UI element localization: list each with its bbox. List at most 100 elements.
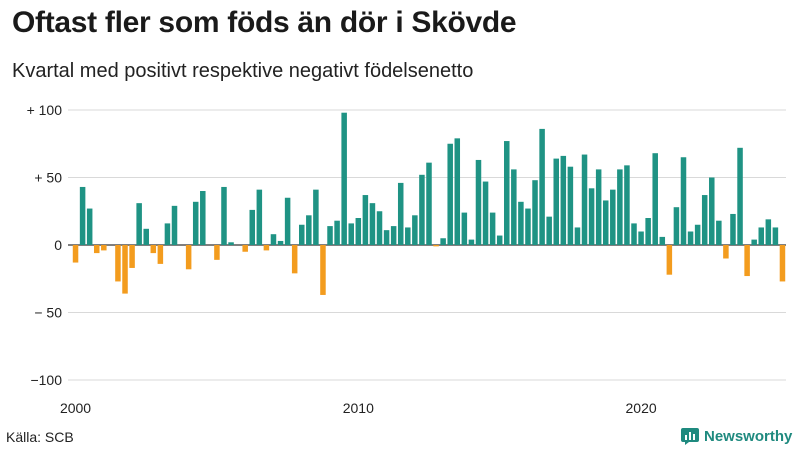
bar [221, 186, 227, 245]
bar [496, 235, 503, 245]
bar [249, 209, 256, 245]
bar [617, 169, 623, 245]
bar [334, 220, 340, 245]
brand-logo: Newsworthy [680, 426, 792, 446]
bar [72, 245, 79, 263]
bar [680, 157, 687, 245]
bar [610, 189, 616, 245]
bar [624, 165, 630, 245]
bar [730, 213, 736, 245]
bar [291, 245, 298, 274]
bar [129, 245, 135, 268]
bar [299, 224, 305, 245]
chart-subtitle: Kvartal med positivt respektive negativt… [12, 60, 474, 82]
bar [765, 219, 772, 245]
bar [270, 234, 277, 245]
y-tick-label: − 50 [34, 305, 62, 321]
bar [482, 181, 489, 245]
bar [744, 245, 750, 277]
bar [532, 180, 538, 245]
bar [581, 154, 588, 245]
bar [228, 242, 234, 245]
axis-labels: + 100 + 50 0 − 50 −100 2000 2010 2020 [27, 102, 657, 416]
y-tick-label: −100 [30, 372, 62, 388]
y-tick-label: + 50 [34, 170, 62, 186]
bar [101, 245, 107, 251]
bar [214, 245, 220, 260]
bar [79, 186, 86, 245]
bar [143, 228, 149, 245]
bar [546, 216, 552, 245]
bar [574, 227, 581, 245]
bar [200, 191, 206, 245]
bar [313, 189, 319, 245]
bar [192, 201, 199, 245]
chart-title: Oftast fler som föds än dör i Skövde [12, 6, 517, 39]
bar [631, 223, 637, 245]
bar [553, 158, 559, 245]
bar [666, 245, 673, 275]
y-tick-label: 0 [54, 237, 62, 253]
bar [122, 245, 128, 294]
bar [397, 182, 404, 245]
bar [694, 224, 701, 245]
bars [72, 112, 786, 295]
bar [475, 159, 482, 245]
bar [716, 220, 722, 245]
bar [362, 195, 369, 245]
bar [341, 112, 347, 245]
bar [369, 203, 376, 245]
bar [171, 205, 178, 245]
bar [157, 245, 164, 264]
bar [164, 223, 171, 245]
bar [595, 169, 602, 245]
bar [659, 236, 666, 245]
bar [737, 147, 743, 245]
bar [673, 207, 680, 245]
bar [723, 245, 729, 259]
bar [525, 208, 531, 245]
bar [355, 218, 362, 245]
bar [638, 231, 644, 245]
bar [433, 245, 439, 247]
bar [645, 218, 651, 245]
bar [426, 162, 432, 245]
bar [758, 227, 765, 245]
bar [709, 177, 715, 245]
bar [136, 203, 142, 245]
x-tick-label: 2010 [343, 400, 374, 416]
bar [412, 215, 418, 245]
bar [511, 169, 517, 245]
bar [518, 201, 524, 245]
bar [306, 215, 312, 245]
bar [376, 211, 383, 245]
bar-chart-logo-icon [681, 428, 699, 445]
bar [468, 239, 475, 245]
bar [504, 141, 510, 245]
y-tick-label: + 100 [27, 102, 63, 118]
bar [539, 128, 545, 245]
bar [263, 245, 270, 251]
bar [86, 208, 93, 245]
bar [588, 188, 595, 245]
bar [440, 238, 446, 245]
bar [320, 245, 326, 295]
bar [447, 143, 453, 245]
bar [348, 223, 354, 245]
bar [701, 195, 708, 245]
bar [115, 245, 121, 282]
bar [419, 174, 425, 245]
bar [652, 153, 658, 245]
bar [567, 166, 574, 245]
bar [93, 245, 100, 254]
source-note: Källa: SCB [6, 429, 74, 445]
bar [256, 189, 263, 245]
bar [390, 226, 397, 245]
bar [242, 245, 248, 252]
x-tick-label: 2000 [60, 400, 91, 416]
bar [405, 227, 411, 245]
bar [489, 212, 496, 245]
bar [461, 212, 468, 245]
brand-name: Newsworthy [704, 427, 793, 445]
